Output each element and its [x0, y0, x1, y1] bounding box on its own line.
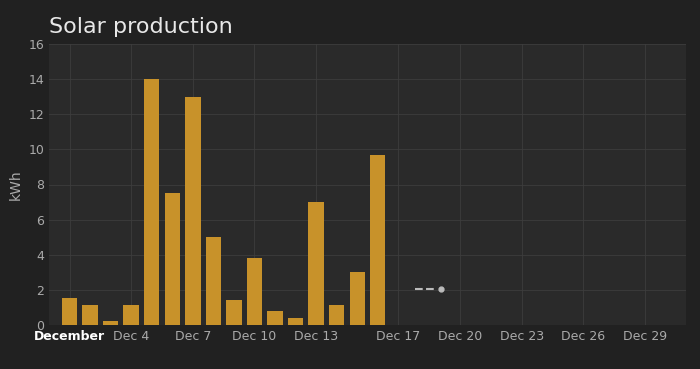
Bar [103, 321, 118, 325]
Bar [267, 311, 283, 325]
Bar [329, 306, 344, 325]
Bar [62, 299, 77, 325]
Bar [309, 202, 324, 325]
Bar [123, 306, 139, 325]
Bar [370, 155, 386, 325]
Bar [226, 300, 241, 325]
Bar [185, 97, 200, 325]
Bar [164, 193, 180, 325]
Bar [349, 272, 365, 325]
Bar [247, 258, 262, 325]
Bar [206, 237, 221, 325]
Bar [144, 79, 160, 325]
Text: Solar production: Solar production [49, 17, 232, 37]
Bar [288, 318, 303, 325]
Bar [83, 306, 98, 325]
Y-axis label: kWh: kWh [8, 169, 22, 200]
